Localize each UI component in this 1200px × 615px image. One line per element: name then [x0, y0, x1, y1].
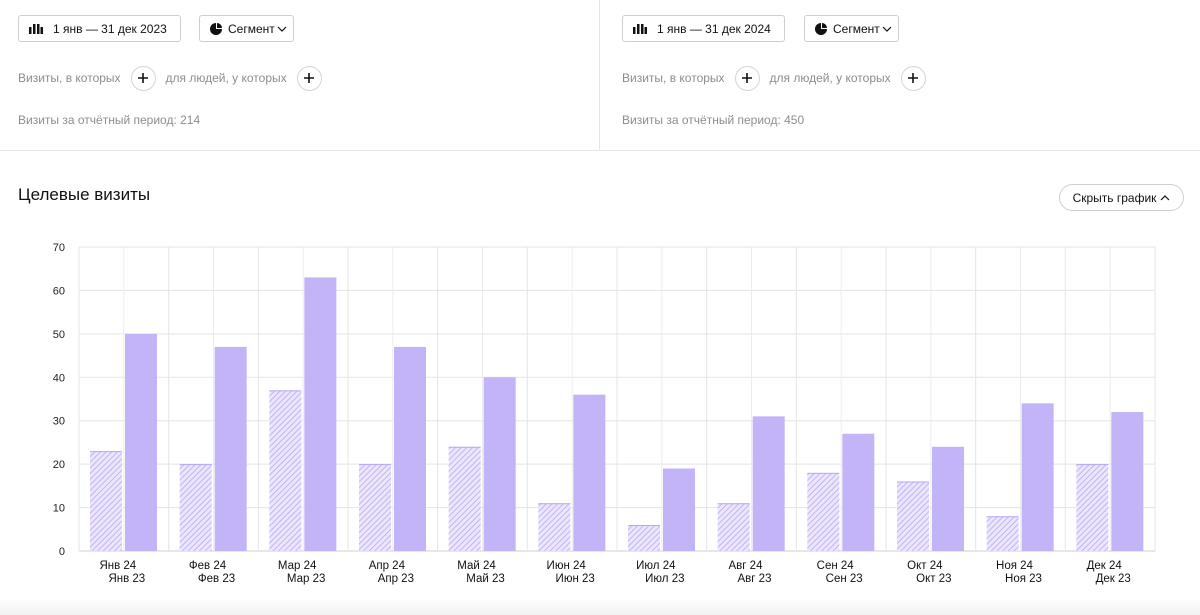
x-tick-label-2024: Янв 24 — [99, 560, 136, 572]
chevron-up-icon — [1160, 194, 1170, 201]
x-tick-label-2023: Мар 23 — [287, 573, 326, 585]
bar-2023[interactable] — [1076, 464, 1109, 551]
x-tick-label-2023: Окт 23 — [916, 573, 951, 585]
x-tick-label-2023: Авг 23 — [738, 573, 772, 585]
bar-2023[interactable] — [986, 516, 1019, 551]
bar-2024[interactable] — [932, 446, 964, 551]
pie-chart-icon — [210, 22, 222, 36]
bar-2024[interactable] — [1021, 403, 1054, 551]
add-visit-filter-button[interactable] — [734, 65, 760, 91]
x-tick-label-2023: Дек 23 — [1096, 573, 1131, 585]
x-tick-label-2023: Фев 23 — [198, 573, 235, 585]
x-tick-label-2024: Май 24 — [457, 560, 496, 572]
bar-2023[interactable] — [179, 464, 212, 551]
comparison-header: 1 янв — 31 дек 2023 Сегмент Визиты, в ко… — [0, 0, 1200, 151]
y-tick-label: 50 — [53, 329, 65, 341]
bar-2024[interactable] — [394, 346, 426, 551]
x-tick-label-2024: Апр 24 — [369, 560, 406, 572]
x-tick-label-2024: Дек 24 — [1087, 560, 1123, 572]
bar-2024[interactable] — [752, 416, 785, 551]
filter-people-label: для людей, у которых — [165, 71, 287, 85]
date-range-button[interactable]: 1 янв — 31 дек 2024 — [622, 15, 785, 42]
plus-icon — [908, 73, 919, 83]
calendar-grid-icon — [633, 22, 647, 36]
x-tick-label-2023: Янв 23 — [108, 573, 145, 585]
bar-2023[interactable] — [807, 472, 840, 551]
segment-button[interactable]: Сегмент — [804, 15, 899, 42]
filter-row: Визиты, в которых для людей, у которых — [622, 65, 936, 91]
x-tick-label-2023: Июн 23 — [556, 573, 595, 585]
y-tick-label: 0 — [59, 546, 65, 558]
y-tick-label: 40 — [53, 372, 65, 384]
bottom-shadow — [0, 598, 1200, 615]
chevron-down-icon — [277, 26, 287, 32]
x-tick-label-2024: Июн 24 — [547, 560, 587, 572]
date-range-button[interactable]: 1 янв — 31 дек 2023 — [18, 15, 181, 42]
visits-summary: Визиты за отчётный период: 214 — [18, 113, 201, 127]
bar-2024[interactable] — [483, 377, 516, 551]
x-tick-label-2024: Окт 24 — [907, 560, 943, 572]
x-tick-label-2024: Фев 24 — [189, 560, 227, 572]
date-range-label: 1 янв — 31 дек 2023 — [53, 21, 167, 36]
visits-summary: Визиты за отчётный период: 450 — [622, 113, 805, 127]
bar-2023[interactable] — [717, 503, 750, 551]
period-panel-2024: 1 янв — 31 дек 2024 Сегмент Визиты, в ко… — [600, 0, 1200, 150]
date-range-label: 1 янв — 31 дек 2024 — [657, 21, 771, 36]
calendar-grid-icon — [29, 22, 43, 36]
add-people-filter-button[interactable] — [296, 65, 322, 91]
filter-people-label: для людей, у которых — [769, 71, 891, 85]
x-tick-label-2023: Апр 23 — [378, 573, 414, 585]
x-tick-label-2024: Авг 24 — [729, 560, 764, 572]
chart-title: Целевые визиты — [18, 185, 151, 204]
filter-visits-label: Визиты, в которых — [622, 71, 725, 85]
bar-2024[interactable] — [214, 346, 247, 551]
bar-2024[interactable] — [573, 394, 606, 551]
chevron-down-icon — [882, 26, 892, 32]
bar-2024[interactable] — [842, 433, 875, 551]
add-people-filter-button[interactable] — [900, 65, 926, 91]
x-tick-label-2023: Май 23 — [466, 573, 505, 585]
bar-2024[interactable] — [304, 277, 337, 551]
bar-2023[interactable] — [628, 524, 660, 551]
period-panel-2023: 1 янв — 31 дек 2023 Сегмент Визиты, в ко… — [0, 0, 600, 150]
y-tick-label: 30 — [53, 416, 65, 428]
filter-visits-label: Визиты, в которых — [18, 71, 121, 85]
x-tick-label-2023: Июл 23 — [645, 573, 684, 585]
filter-row: Визиты, в которых для людей, у которых — [18, 65, 332, 91]
plus-icon — [138, 73, 149, 83]
bar-2024[interactable] — [663, 468, 695, 551]
x-tick-label-2024: Июл 24 — [636, 560, 676, 572]
x-tick-label-2024: Мар 24 — [278, 560, 317, 572]
x-tick-label-2024: Ноя 24 — [996, 560, 1034, 572]
bar-2023[interactable] — [90, 451, 122, 551]
hide-chart-button[interactable]: Скрыть график — [1059, 184, 1184, 211]
x-tick-label-2024: Сен 24 — [817, 560, 855, 572]
y-tick-label: 60 — [53, 285, 65, 297]
bar-2023[interactable] — [269, 390, 302, 551]
y-tick-label: 10 — [53, 503, 65, 515]
x-tick-label-2023: Сен 23 — [826, 573, 863, 585]
bar-2023[interactable] — [448, 446, 481, 551]
segment-button[interactable]: Сегмент — [199, 15, 294, 42]
bar-2023[interactable] — [897, 481, 929, 551]
hide-chart-label: Скрыть график — [1072, 190, 1157, 205]
y-axis: 0 10 20 30 40 50 60 70 — [53, 242, 65, 558]
add-visit-filter-button[interactable] — [130, 65, 156, 91]
segment-label: Сегмент — [228, 21, 275, 36]
bar-2023[interactable] — [359, 464, 391, 551]
y-tick-label: 70 — [53, 242, 65, 254]
bar-2024[interactable] — [1111, 412, 1144, 551]
chart-grid — [78, 246, 1156, 552]
bar-2023[interactable] — [538, 503, 571, 551]
x-tick-label-2023: Ноя 23 — [1005, 573, 1042, 585]
segment-label: Сегмент — [833, 21, 880, 36]
bar-2024[interactable] — [125, 333, 157, 551]
chart-bars — [90, 277, 1144, 551]
pie-chart-icon — [815, 22, 827, 36]
y-tick-label: 20 — [53, 459, 65, 471]
plus-icon — [742, 73, 753, 83]
plus-icon — [304, 73, 315, 83]
